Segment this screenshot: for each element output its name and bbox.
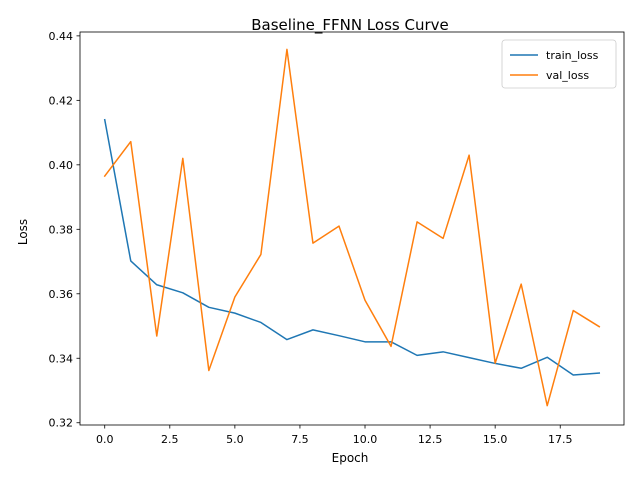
chart-title: Baseline_FFNN Loss Curve <box>251 16 448 35</box>
legend-box <box>501 39 617 89</box>
y-tick-label: 0.36 <box>49 288 74 301</box>
y-tick-label: 0.38 <box>49 223 74 236</box>
y-tick-label: 0.32 <box>49 417 74 430</box>
y-tick-label: 0.40 <box>49 159 74 172</box>
legend: train_loss val_loss <box>501 39 617 89</box>
x-tick-label: 15.0 <box>483 433 508 446</box>
x-tick-label: 7.5 <box>291 433 309 446</box>
y-tick-label: 0.44 <box>49 30 74 43</box>
axes-frame <box>79 31 625 426</box>
x-tick-label: 17.5 <box>548 433 573 446</box>
legend-label-val-loss: val_loss <box>546 69 589 82</box>
x-tick-label: 5.0 <box>226 433 244 446</box>
series-line-train-loss <box>103 118 601 376</box>
x-axis-label: Epoch <box>332 451 369 465</box>
legend-label-train-loss: train_loss <box>546 49 599 62</box>
series-line-val-loss <box>103 48 601 407</box>
x-tick-label: 0.0 <box>96 433 114 446</box>
y-tick-label: 0.34 <box>49 352 74 365</box>
y-tick-label: 0.42 <box>49 94 74 107</box>
x-tick-label: 12.5 <box>418 433 443 446</box>
y-axis-label: Loss <box>16 219 30 245</box>
plot-area: 0.0 2.5 5.0 7.5 10.0 12.5 15.0 17.5 0.32 0.34 0.36… <box>49 30 625 446</box>
x-tick-label: 10.0 <box>353 433 378 446</box>
x-tick-label: 2.5 <box>161 433 179 446</box>
